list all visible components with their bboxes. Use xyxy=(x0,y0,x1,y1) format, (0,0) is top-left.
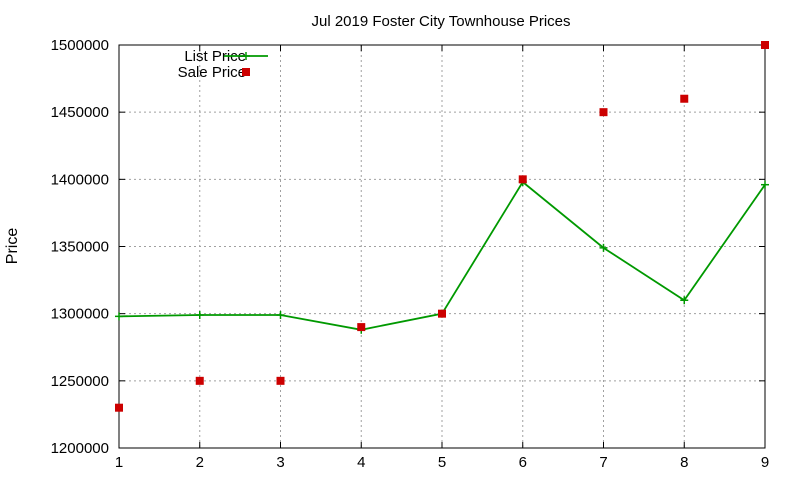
sale-price-point xyxy=(599,108,608,117)
x-tick-label: 1 xyxy=(115,454,123,471)
axis-ticks xyxy=(118,44,766,449)
y-tick-label: 1300000 xyxy=(51,306,109,323)
legend-label-list-price: List Price xyxy=(184,48,246,65)
legend: List Price Sale Price xyxy=(178,48,268,81)
series-1 xyxy=(115,41,769,412)
list-price-point xyxy=(599,243,608,252)
sale-price-point xyxy=(195,376,204,385)
x-tick-label: 5 xyxy=(438,454,446,471)
sale-price-point xyxy=(276,376,285,385)
chart-title: Jul 2019 Foster City Townhouse Prices xyxy=(311,13,570,30)
series-layer xyxy=(115,41,769,412)
y-axis-label: Price xyxy=(4,228,21,265)
list-price-point xyxy=(195,311,204,320)
sale-price-point xyxy=(115,403,123,412)
x-tick-label: 3 xyxy=(276,454,284,471)
y-tick-label: 1250000 xyxy=(51,373,109,390)
list-price-point xyxy=(761,180,769,189)
sale-price-point xyxy=(357,323,366,332)
y-tick-label: 1450000 xyxy=(51,104,109,121)
y-tick-label: 1350000 xyxy=(51,239,109,256)
x-tick-label: 7 xyxy=(599,454,607,471)
x-tick-label: 2 xyxy=(196,454,204,471)
legend-marker-list-price xyxy=(242,52,250,60)
tick-labels: 1 2 3 4 5 6 7 8 9 1200000 1250000 1300000 1350000 140… xyxy=(51,37,770,471)
x-tick-label: 6 xyxy=(519,454,527,471)
sale-price-point xyxy=(438,309,446,318)
list-price-point xyxy=(115,312,123,321)
x-tick-label: 9 xyxy=(761,454,769,471)
legend-marker-sale-price xyxy=(242,68,250,76)
sale-price-point xyxy=(680,94,689,103)
sale-price-point xyxy=(518,175,527,184)
list-price-point xyxy=(680,296,689,305)
sale-price-point xyxy=(761,41,769,49)
list-price-point xyxy=(276,311,285,320)
x-tick-label: 4 xyxy=(357,454,365,471)
grid xyxy=(119,45,765,448)
legend-label-sale-price: Sale Price xyxy=(178,64,246,81)
y-tick-label: 1200000 xyxy=(51,440,109,457)
x-tick-label: 8 xyxy=(680,454,688,471)
y-tick-label: 1500000 xyxy=(51,37,109,54)
y-tick-label: 1400000 xyxy=(51,171,109,188)
